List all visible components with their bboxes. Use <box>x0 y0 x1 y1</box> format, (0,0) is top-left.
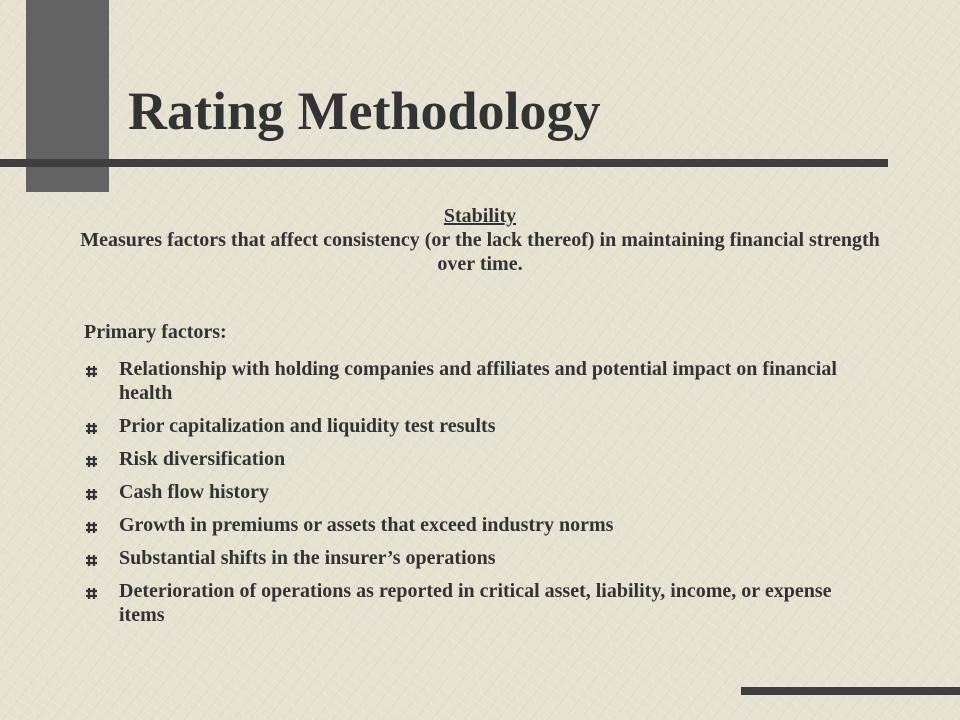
factor-text: Prior capitalization and liquidity test … <box>119 415 496 437</box>
factor-text: Deterioration of operations as reported … <box>119 580 832 626</box>
section-description: Measures factors that affect consistency… <box>80 229 880 275</box>
hash-bullet-icon <box>86 522 97 533</box>
list-item: Substantial shifts in the insurer’s oper… <box>84 546 874 570</box>
hash-bullet-icon <box>86 588 97 599</box>
factors-heading: Primary factors: <box>84 321 227 343</box>
factor-list: Relationship with holding companies and … <box>84 357 874 636</box>
factor-text: Risk diversification <box>119 448 286 470</box>
factor-text: Growth in premiums or assets that exceed… <box>119 514 614 536</box>
hash-bullet-icon <box>86 489 97 500</box>
list-item: Deterioration of operations as reported … <box>84 579 874 627</box>
factor-text: Relationship with holding companies and … <box>119 358 837 404</box>
footer-rule <box>741 687 960 695</box>
list-item: Relationship with holding companies and … <box>84 357 874 405</box>
list-item: Risk diversification <box>84 447 874 471</box>
list-item: Prior capitalization and liquidity test … <box>84 414 874 438</box>
factor-text: Cash flow history <box>119 481 270 503</box>
title-rule <box>0 159 888 167</box>
hash-bullet-icon <box>86 366 97 377</box>
list-item: Growth in premiums or assets that exceed… <box>84 513 874 537</box>
hash-bullet-icon <box>86 555 97 566</box>
hash-bullet-icon <box>86 456 97 467</box>
list-item: Cash flow history <box>84 480 874 504</box>
page-title: Rating Methodology <box>128 81 601 141</box>
section-subheading: Stability <box>443 205 517 227</box>
factor-text: Substantial shifts in the insurer’s oper… <box>119 547 496 569</box>
section-intro: Stability Measures factors that affect c… <box>80 204 880 276</box>
hash-bullet-icon <box>86 423 97 434</box>
